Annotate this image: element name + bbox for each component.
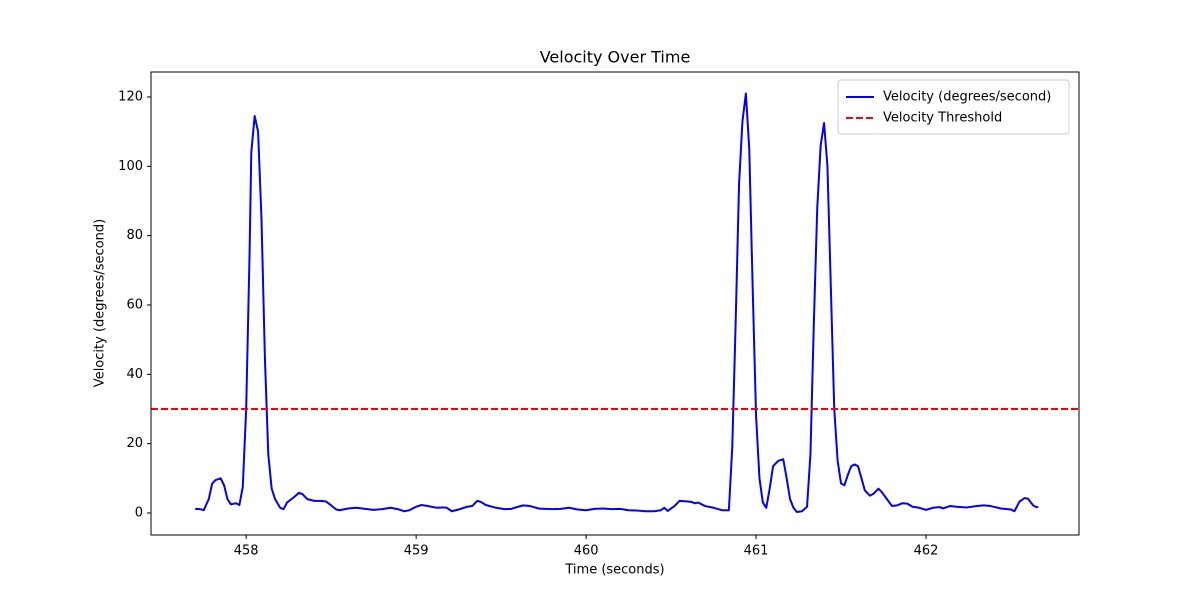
y-tick-label: 80 — [126, 228, 143, 243]
y-tick-label: 60 — [126, 297, 143, 312]
x-tick-label: 461 — [744, 544, 769, 559]
x-axis-label: Time (seconds) — [564, 563, 664, 578]
y-tick-label: 20 — [126, 436, 143, 451]
data-line — [195, 92, 1039, 513]
x-tick-label: 458 — [234, 544, 259, 559]
x-tick-label: 459 — [404, 544, 429, 559]
legend-label: Velocity (degrees/second) — [883, 90, 1051, 105]
y-tick-label: 0 — [135, 505, 143, 520]
y-tick-label: 100 — [118, 159, 143, 174]
legend-box — [837, 79, 1070, 135]
y-tick-label: 120 — [118, 89, 143, 104]
y-axis-label: Velocity (degrees/second) — [93, 219, 108, 387]
x-tick-label: 462 — [914, 544, 939, 559]
chart-title: Velocity Over Time — [540, 48, 691, 67]
legend-label: Velocity Threshold — [883, 111, 1002, 126]
plot-frame — [150, 71, 1080, 536]
x-tick-label: 460 — [574, 544, 599, 559]
y-tick-label: 40 — [126, 367, 143, 382]
